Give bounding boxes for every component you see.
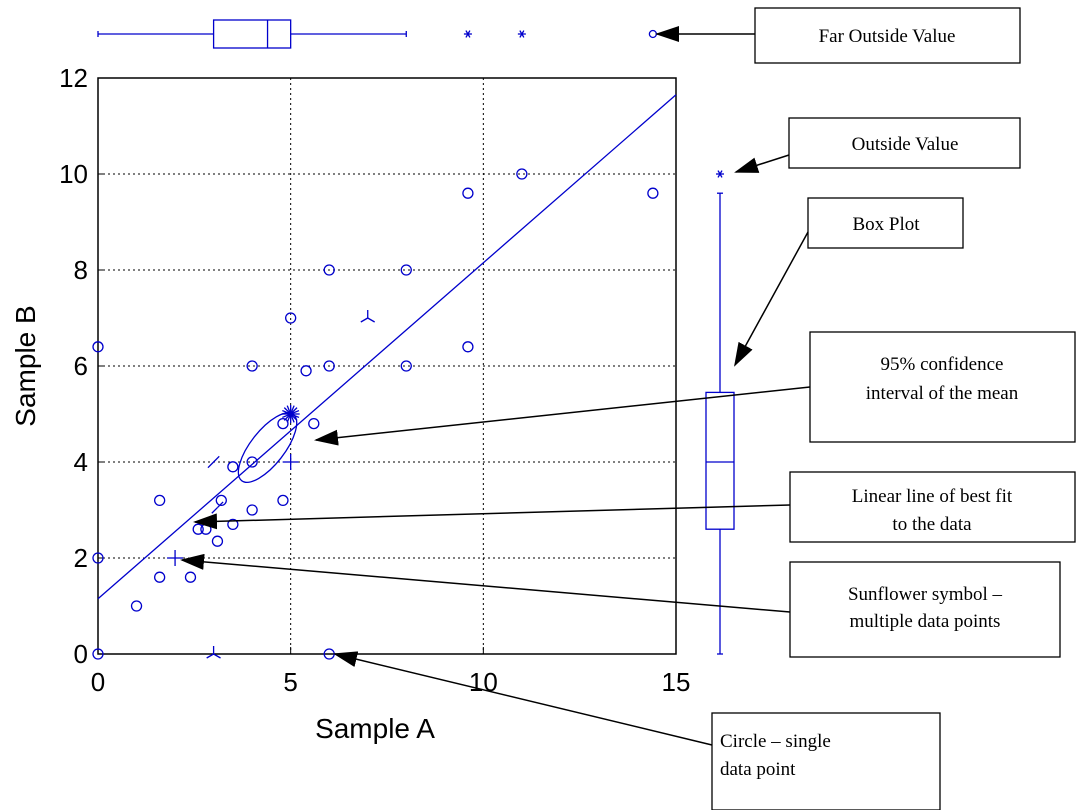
data-point-circle (227, 461, 239, 473)
callout-best-fit: Linear line of best fit to the data (193, 471, 1076, 543)
data-point-circle (211, 535, 224, 547)
sunflower-symbol (211, 501, 224, 514)
callout-best-fit-text-1: Linear line of best fit (852, 486, 1013, 507)
data-point-circle (400, 360, 412, 372)
data-point-circle (92, 648, 104, 660)
y-tick-label: 0 (74, 639, 88, 669)
data-point-circle (227, 518, 239, 531)
data-point-circle (277, 417, 289, 430)
y-tick-label: 12 (59, 63, 88, 93)
data-point-circle (154, 494, 166, 507)
sunflower-petal (360, 317, 369, 323)
data-point-circle (246, 456, 258, 468)
grid-lines (98, 78, 676, 654)
data-point-circle (516, 168, 528, 180)
callout-best-fit-text-2: to the data (892, 514, 972, 535)
sunflower-petal (216, 501, 224, 509)
data-point-circle (246, 504, 258, 516)
data-point-circle (285, 312, 297, 324)
callout-sunflower-text-2: multiple data points (850, 611, 1001, 632)
callout-box-plot-text: Box Plot (852, 214, 920, 235)
x-tick-label: 0 (91, 667, 105, 697)
data-point-circle (200, 523, 212, 535)
callout-box-plot: Box Plot (734, 197, 964, 367)
callout-confidence-text-2: interval of the mean (866, 383, 1019, 404)
x-tick-label: 5 (283, 667, 297, 697)
box-a-box (212, 19, 292, 49)
asterisk-ray (521, 30, 525, 35)
best-fit-line-path (97, 94, 677, 600)
data-point-circle (277, 494, 289, 507)
data-point-circle (647, 187, 659, 199)
data-point-circle (154, 571, 166, 583)
y-tick-label: 8 (74, 255, 88, 285)
y-tick-label: 10 (59, 159, 88, 189)
data-point-circle (215, 494, 227, 507)
x-axis-label: Sample A (315, 713, 435, 744)
box-a-outside-value (517, 30, 526, 38)
box-b-outside-value (716, 170, 724, 178)
box-a-outside-value (463, 30, 472, 38)
sunflower-petal (213, 653, 221, 659)
callout-sunflower: Sunflower symbol – multiple data points (180, 553, 1061, 658)
sunflower-petal (367, 317, 375, 323)
single-points (92, 168, 659, 660)
sunflower-petal (211, 507, 218, 514)
confidence-ellipse (237, 412, 298, 483)
sunflower-points (167, 310, 375, 659)
box-plot-sample-a (97, 19, 658, 49)
asterisk-ray (467, 30, 471, 35)
best-fit-line (97, 94, 677, 600)
callout-outside: Outside Value (734, 117, 1021, 173)
data-point-circle (92, 341, 104, 353)
box-plot-sample-b (705, 170, 735, 655)
data-point-circle (323, 360, 335, 372)
asterisk-ray (719, 170, 723, 175)
x-tick-label: 15 (662, 667, 691, 697)
callout-sunflower-text-1: Sunflower symbol – (848, 584, 1003, 605)
sunflower-petal (286, 405, 292, 415)
sunflower-symbol (282, 454, 299, 470)
confidence-ellipse-shape (237, 412, 298, 483)
data-point-circle (462, 187, 474, 199)
callout-confidence-text-1: 95% confidence (881, 354, 1004, 375)
data-point-circle (184, 571, 197, 583)
data-point-circle (92, 552, 104, 564)
callout-circle-text-2: data point (720, 759, 796, 780)
sunflower-petal (206, 653, 214, 659)
sunflower-petal (207, 461, 215, 469)
data-point-circle (300, 365, 312, 377)
y-tick-label: 4 (74, 447, 88, 477)
data-point-circle (323, 264, 335, 276)
callout-circle-text-1: Circle – single (720, 731, 831, 752)
y-tick-label: 6 (74, 351, 88, 381)
data-point-circle (246, 360, 258, 372)
sunflower-symbol (207, 455, 220, 469)
y-tick-label: 2 (74, 543, 88, 573)
sunflower-symbol (360, 310, 375, 323)
y-axis-label: Sample B (10, 305, 41, 426)
callout-far-outside: Far Outside Value (655, 7, 1021, 64)
data-point-circle (130, 600, 143, 612)
sunflower-symbol (167, 550, 184, 566)
data-point-circle (400, 264, 412, 276)
data-point-circle (308, 417, 320, 430)
sunflower-petal (213, 455, 220, 463)
callout-confidence: 95% confidence interval of the mean (314, 331, 1076, 446)
callout-outside-text: Outside Value (852, 134, 959, 155)
callout-circle: Circle – single data point (333, 651, 941, 810)
box-a-far-outside-value (648, 29, 658, 39)
data-point-circle (462, 341, 474, 353)
callout-far-outside-text: Far Outside Value (819, 26, 956, 47)
sunflower-symbol (281, 405, 300, 423)
box-b-box (705, 391, 735, 530)
sunflower-symbol (206, 646, 221, 659)
